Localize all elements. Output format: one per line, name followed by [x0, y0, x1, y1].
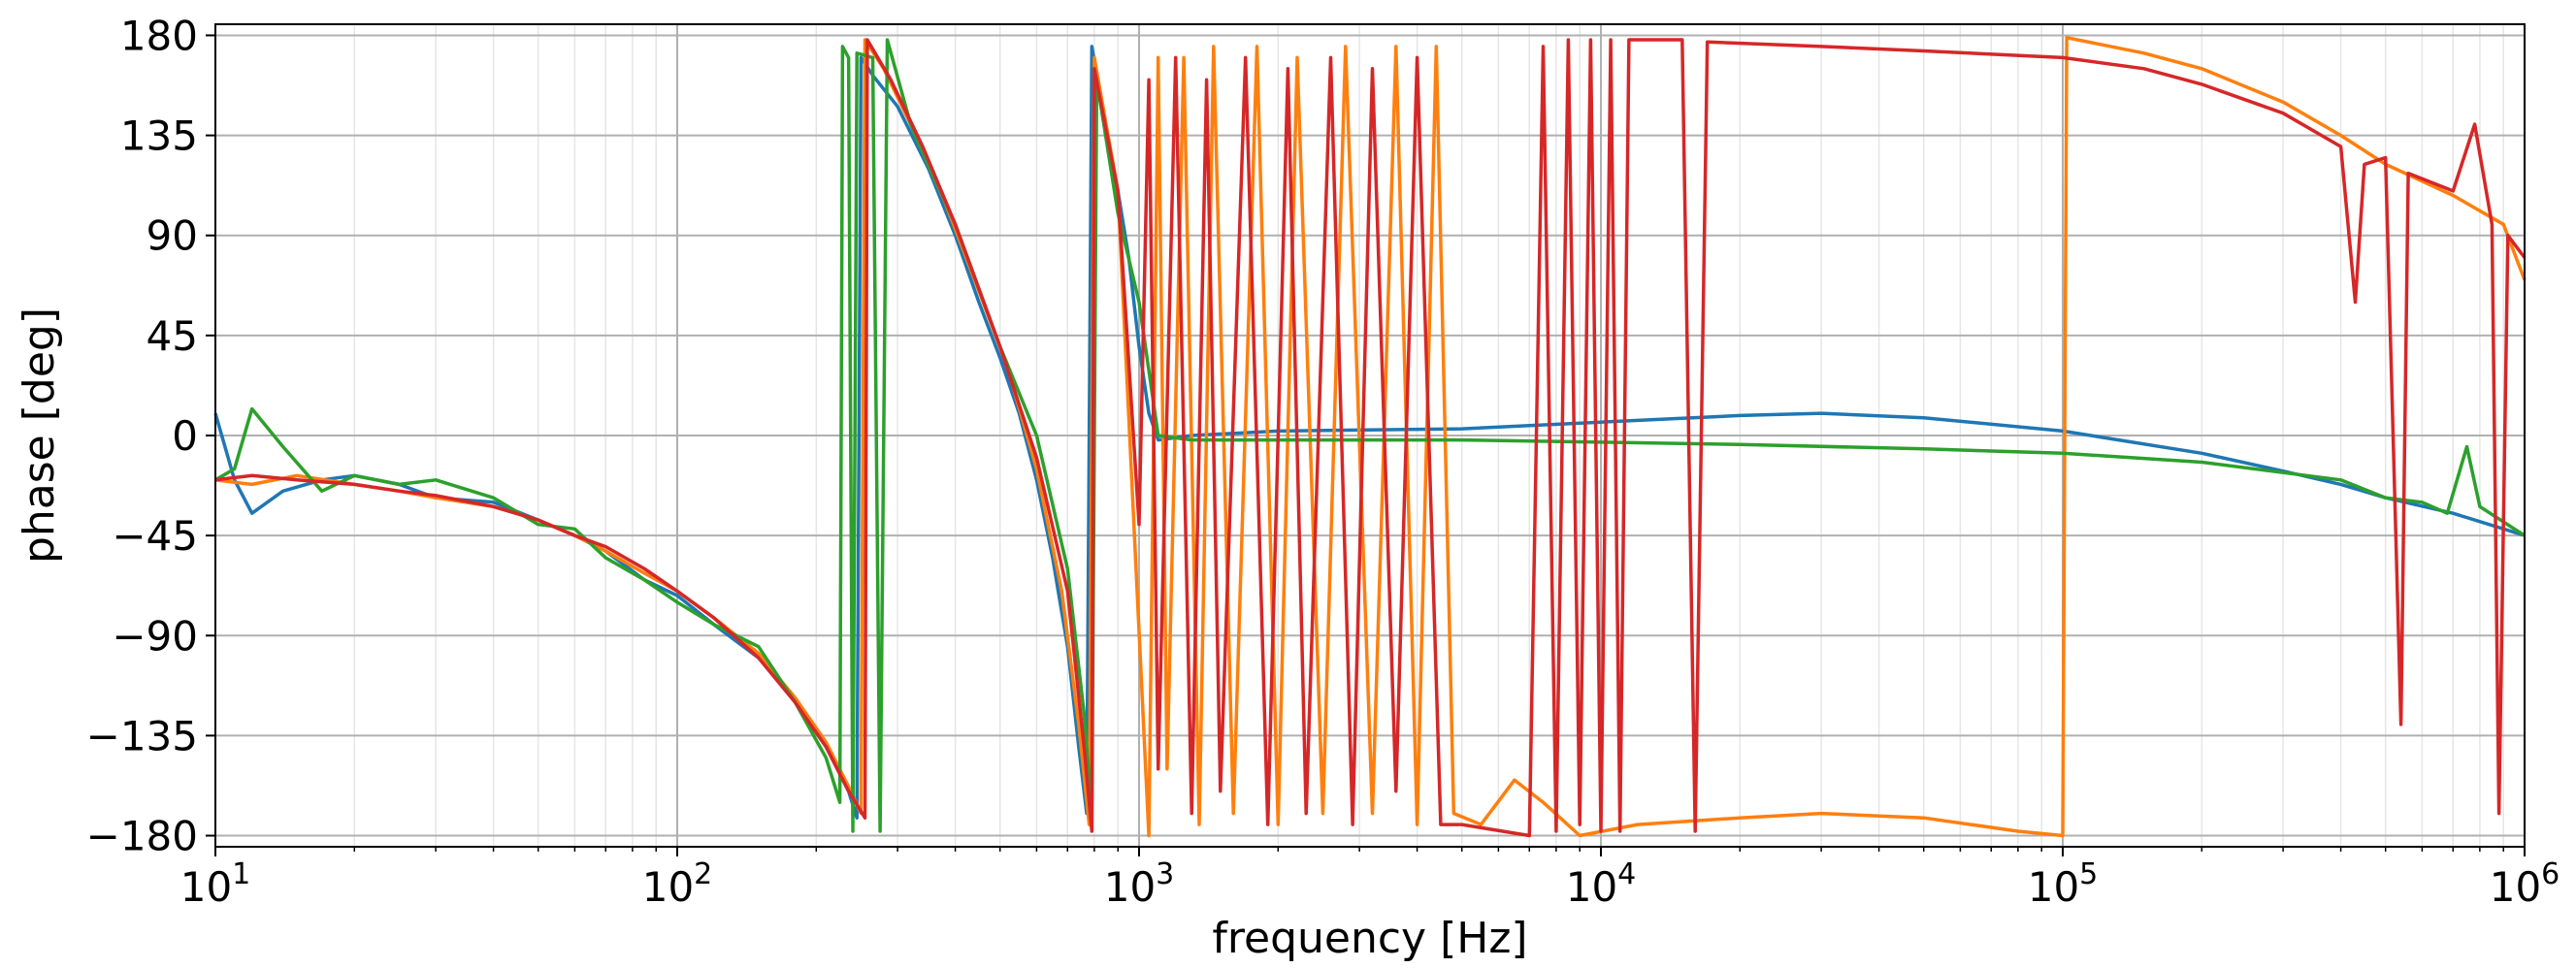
series-line-4 — [214, 38, 2527, 838]
y-tick-label: −135 — [86, 712, 198, 759]
y-tick-label: 135 — [120, 113, 198, 160]
y-tick-label: −180 — [86, 813, 198, 860]
x-tick-label: 104 — [1566, 857, 1637, 911]
y-tick-labels: −180 −135 −90 −45 0 45 90 135 180 — [86, 12, 198, 859]
series-layer — [213, 36, 2527, 838]
y-tick-label: 0 — [172, 412, 198, 460]
y-axis-label: phase [deg] — [15, 307, 64, 564]
y-tick-label: −45 — [112, 512, 198, 560]
x-tick-label: 102 — [642, 857, 713, 911]
x-tick-label: 105 — [2028, 857, 2099, 911]
x-tick-label: 103 — [1104, 857, 1175, 911]
x-tick-label: 106 — [2490, 857, 2560, 911]
y-tick-label: 45 — [147, 312, 198, 360]
x-tick-labels: 101 102 103 104 105 106 — [180, 857, 2560, 911]
x-axis-label: frequency [Hz] — [1212, 914, 1527, 963]
y-tick-label: 90 — [147, 212, 198, 260]
x-tick-label: 101 — [180, 857, 251, 911]
series-line-3 — [214, 38, 2526, 833]
y-tick-label: 180 — [120, 12, 198, 59]
y-tick-label: −90 — [112, 612, 198, 660]
tick-marks — [206, 34, 2526, 856]
